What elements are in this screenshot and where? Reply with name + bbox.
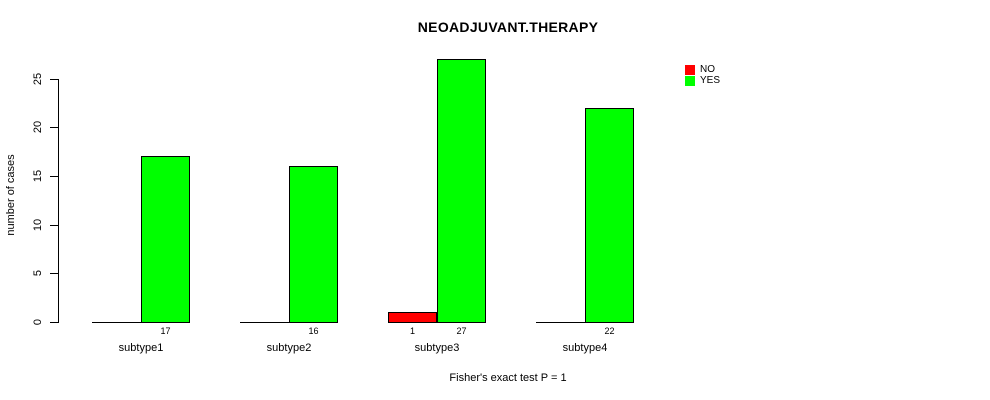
legend-swatch-yes [685,75,695,86]
legend-item-yes: YES [685,75,720,86]
bar-value-label-yes-subtype1: 17 [160,326,171,336]
y-tick-label-10: 10 [32,218,44,232]
bar-value-label-yes-subtype4: 22 [604,326,615,336]
bar-yes-subtype4 [585,108,634,323]
y-tick-5 [50,273,58,274]
x-label-subtype2: subtype2 [266,342,312,354]
y-tick-0 [50,322,58,323]
y-tick-10 [50,225,58,226]
x-label-subtype3: subtype3 [414,342,460,354]
y-tick-15 [50,176,58,177]
bar-value-label-no-subtype3: 1 [409,326,415,336]
chart-title: NEOADJUVANT.THERAPY [417,19,599,35]
legend-label-no: NO [700,64,715,75]
footnote: Fisher's exact test P = 1 [449,372,567,384]
x-label-subtype4: subtype4 [562,342,608,354]
y-tick-label-20: 20 [32,120,44,134]
bar-yes-subtype1 [141,156,190,323]
bar-value-label-yes-subtype3: 27 [456,326,467,336]
y-axis-title: number of cases [5,154,17,236]
legend-label-yes: YES [700,75,721,86]
bar-no-subtype2 [240,322,290,323]
y-tick-25 [50,79,58,80]
y-axis-line [58,79,59,323]
legend-item-no: NO [685,64,720,75]
bar-no-subtype4 [536,322,586,323]
bar-yes-subtype3 [437,59,486,323]
legend: NO YES [685,64,720,86]
y-tick-label-15: 15 [32,169,44,183]
y-tick-label-0: 0 [32,318,44,326]
y-tick-label-25: 25 [32,72,44,86]
x-label-subtype1: subtype1 [118,342,164,354]
bar-no-subtype1 [92,322,142,323]
bar-yes-subtype2 [289,166,338,323]
y-tick-label-5: 5 [32,269,44,277]
legend-swatch-no [685,64,695,75]
bar-value-label-yes-subtype2: 16 [308,326,319,336]
y-tick-20 [50,127,58,128]
bar-no-subtype3 [388,312,437,323]
